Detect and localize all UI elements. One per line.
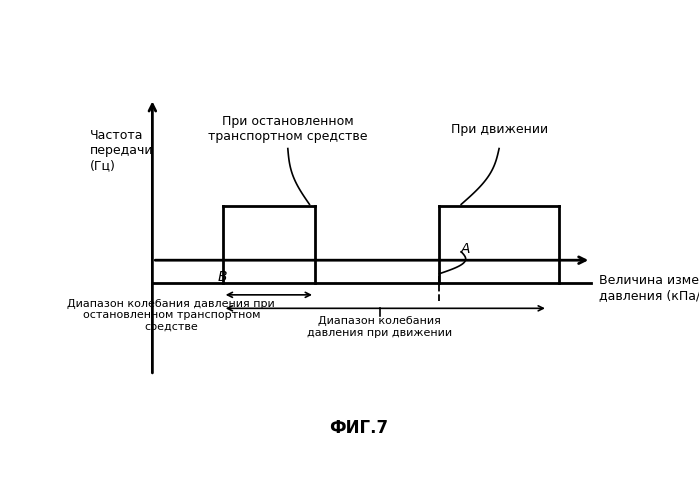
Text: ФИГ.7: ФИГ.7 [329, 420, 388, 438]
Text: При движении: При движении [451, 123, 547, 136]
Text: A: A [461, 242, 470, 256]
Text: Диапазон колебания
давления при движении: Диапазон колебания давления при движении [308, 316, 452, 338]
Text: При остановленном
транспортном средстве: При остановленном транспортном средстве [208, 116, 368, 143]
Text: Частота
передачи
(Гц): Частота передачи (Гц) [90, 130, 154, 172]
Text: Величина изменения
давления (кПа/с): Величина изменения давления (кПа/с) [599, 274, 699, 301]
Text: B: B [218, 270, 228, 284]
Text: Диапазон колебания давления при
остановленном транспортном
средстве: Диапазон колебания давления при остановл… [68, 298, 275, 332]
